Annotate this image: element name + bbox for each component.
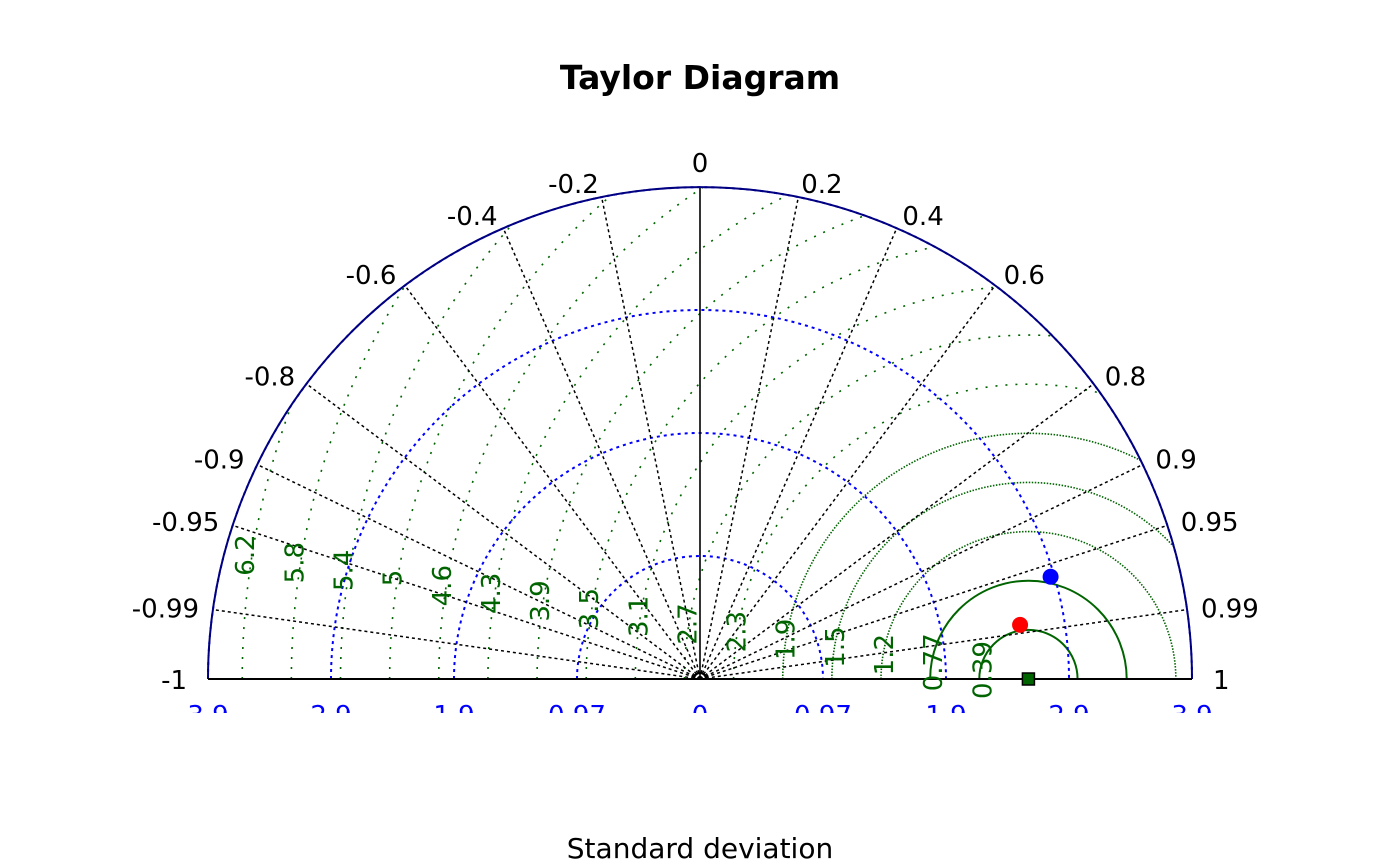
correlation-tick-label: 0.4 bbox=[902, 202, 943, 232]
correlation-tick-label: 0.99 bbox=[1201, 595, 1259, 625]
sd-tick-labels: 3.9 2.9 1.9 0.97 0 0.97 1.9 2.9 3.9 bbox=[187, 701, 1212, 731]
sd-tick-label: 1.9 bbox=[925, 701, 966, 731]
correlation-line bbox=[699, 196, 800, 680]
rms-label: 4.3 bbox=[477, 573, 507, 614]
data-point bbox=[1012, 616, 1029, 633]
sd-tick-label: 3.9 bbox=[1171, 701, 1212, 731]
correlation-tick-label: -1 bbox=[161, 666, 187, 696]
rms-label: 2.3 bbox=[723, 611, 753, 652]
correlation-line bbox=[699, 608, 1188, 680]
correlation-line bbox=[699, 524, 1168, 680]
sd-tick-label: 3.9 bbox=[187, 701, 228, 731]
correlation-line bbox=[699, 227, 898, 680]
correlation-line bbox=[212, 608, 701, 680]
sd-circle bbox=[576, 555, 824, 680]
sd-tick-label: 1.9 bbox=[433, 701, 474, 731]
correlation-line bbox=[232, 524, 701, 680]
correlation-tick-label: -0.4 bbox=[447, 202, 498, 232]
correlation-line bbox=[600, 196, 701, 680]
correlation-tick-label: 0.8 bbox=[1105, 362, 1146, 392]
rms-circle bbox=[241, 404, 293, 680]
rms-label: 3.9 bbox=[526, 580, 556, 621]
rms-label: 3.5 bbox=[575, 588, 605, 629]
correlation-tick-label: 1 bbox=[1213, 666, 1230, 696]
rms-circle bbox=[585, 245, 936, 680]
chart-title: Taylor Diagram bbox=[560, 58, 840, 97]
rms-circle bbox=[290, 284, 407, 680]
sd-tick-label: 0.97 bbox=[794, 701, 852, 731]
correlation-tick-label: 0 bbox=[692, 149, 709, 179]
correlation-tick-label: -0.99 bbox=[132, 595, 199, 625]
correlation-line bbox=[699, 383, 1095, 680]
rms-label: 4.6 bbox=[428, 565, 458, 606]
rms-label: 5.4 bbox=[330, 550, 360, 591]
correlation-tick-label: 0.9 bbox=[1155, 445, 1196, 475]
origin-marker bbox=[693, 672, 707, 680]
rms-circle bbox=[437, 186, 704, 680]
correlation-tick-label: 0.2 bbox=[801, 170, 842, 200]
correlation-line bbox=[699, 463, 1144, 680]
rms-label: 1.9 bbox=[772, 619, 802, 660]
rms-label: 0.77 bbox=[919, 633, 949, 691]
rms-label: 3.1 bbox=[624, 596, 654, 637]
rms-circle bbox=[880, 531, 1177, 680]
correlation-line bbox=[256, 463, 701, 680]
outer-arc bbox=[207, 186, 1193, 680]
sd-tick-label: 0.97 bbox=[548, 701, 606, 731]
rms-label: 0.39 bbox=[968, 641, 998, 699]
reference-point bbox=[1021, 672, 1036, 686]
rms-label: 6.2 bbox=[231, 534, 261, 575]
correlation-line bbox=[699, 284, 996, 680]
correlation-line bbox=[404, 284, 701, 680]
rms-circle bbox=[781, 432, 1142, 680]
rms-label: 1.2 bbox=[870, 634, 900, 675]
rms-circle bbox=[732, 383, 1101, 680]
rms-circle bbox=[978, 628, 1079, 680]
correlation-tick-label: -0.8 bbox=[244, 362, 295, 392]
sd-tick-label: 2.9 bbox=[310, 701, 351, 731]
correlation-tick-label: 0.6 bbox=[1004, 261, 1045, 291]
correlation-tick-label: -0.6 bbox=[346, 261, 397, 291]
rms-circle bbox=[683, 334, 1053, 680]
rms-label: 5 bbox=[379, 570, 409, 587]
rms-label: 1.5 bbox=[821, 626, 851, 667]
sd-tick-label: 2.9 bbox=[1048, 701, 1089, 731]
rms-circle bbox=[929, 579, 1128, 680]
rms-circle bbox=[388, 194, 613, 680]
correlation-line bbox=[502, 227, 701, 680]
rms-label: 5.8 bbox=[280, 542, 310, 583]
correlation-tick-label: 0.95 bbox=[1181, 508, 1239, 538]
sd-tick-label: 0 bbox=[692, 701, 709, 731]
sd-circle bbox=[330, 309, 1070, 680]
data-point bbox=[1042, 568, 1059, 585]
rms-circles bbox=[241, 186, 1177, 680]
correlation-line bbox=[305, 383, 701, 680]
correlation-tick-label: -0.95 bbox=[152, 508, 219, 538]
correlation-tick-label: -0.9 bbox=[194, 445, 245, 475]
x-axis-label: Standard deviation bbox=[567, 832, 833, 865]
rms-label: 2.7 bbox=[673, 603, 703, 644]
correlation-tick-label: -0.2 bbox=[548, 170, 599, 200]
